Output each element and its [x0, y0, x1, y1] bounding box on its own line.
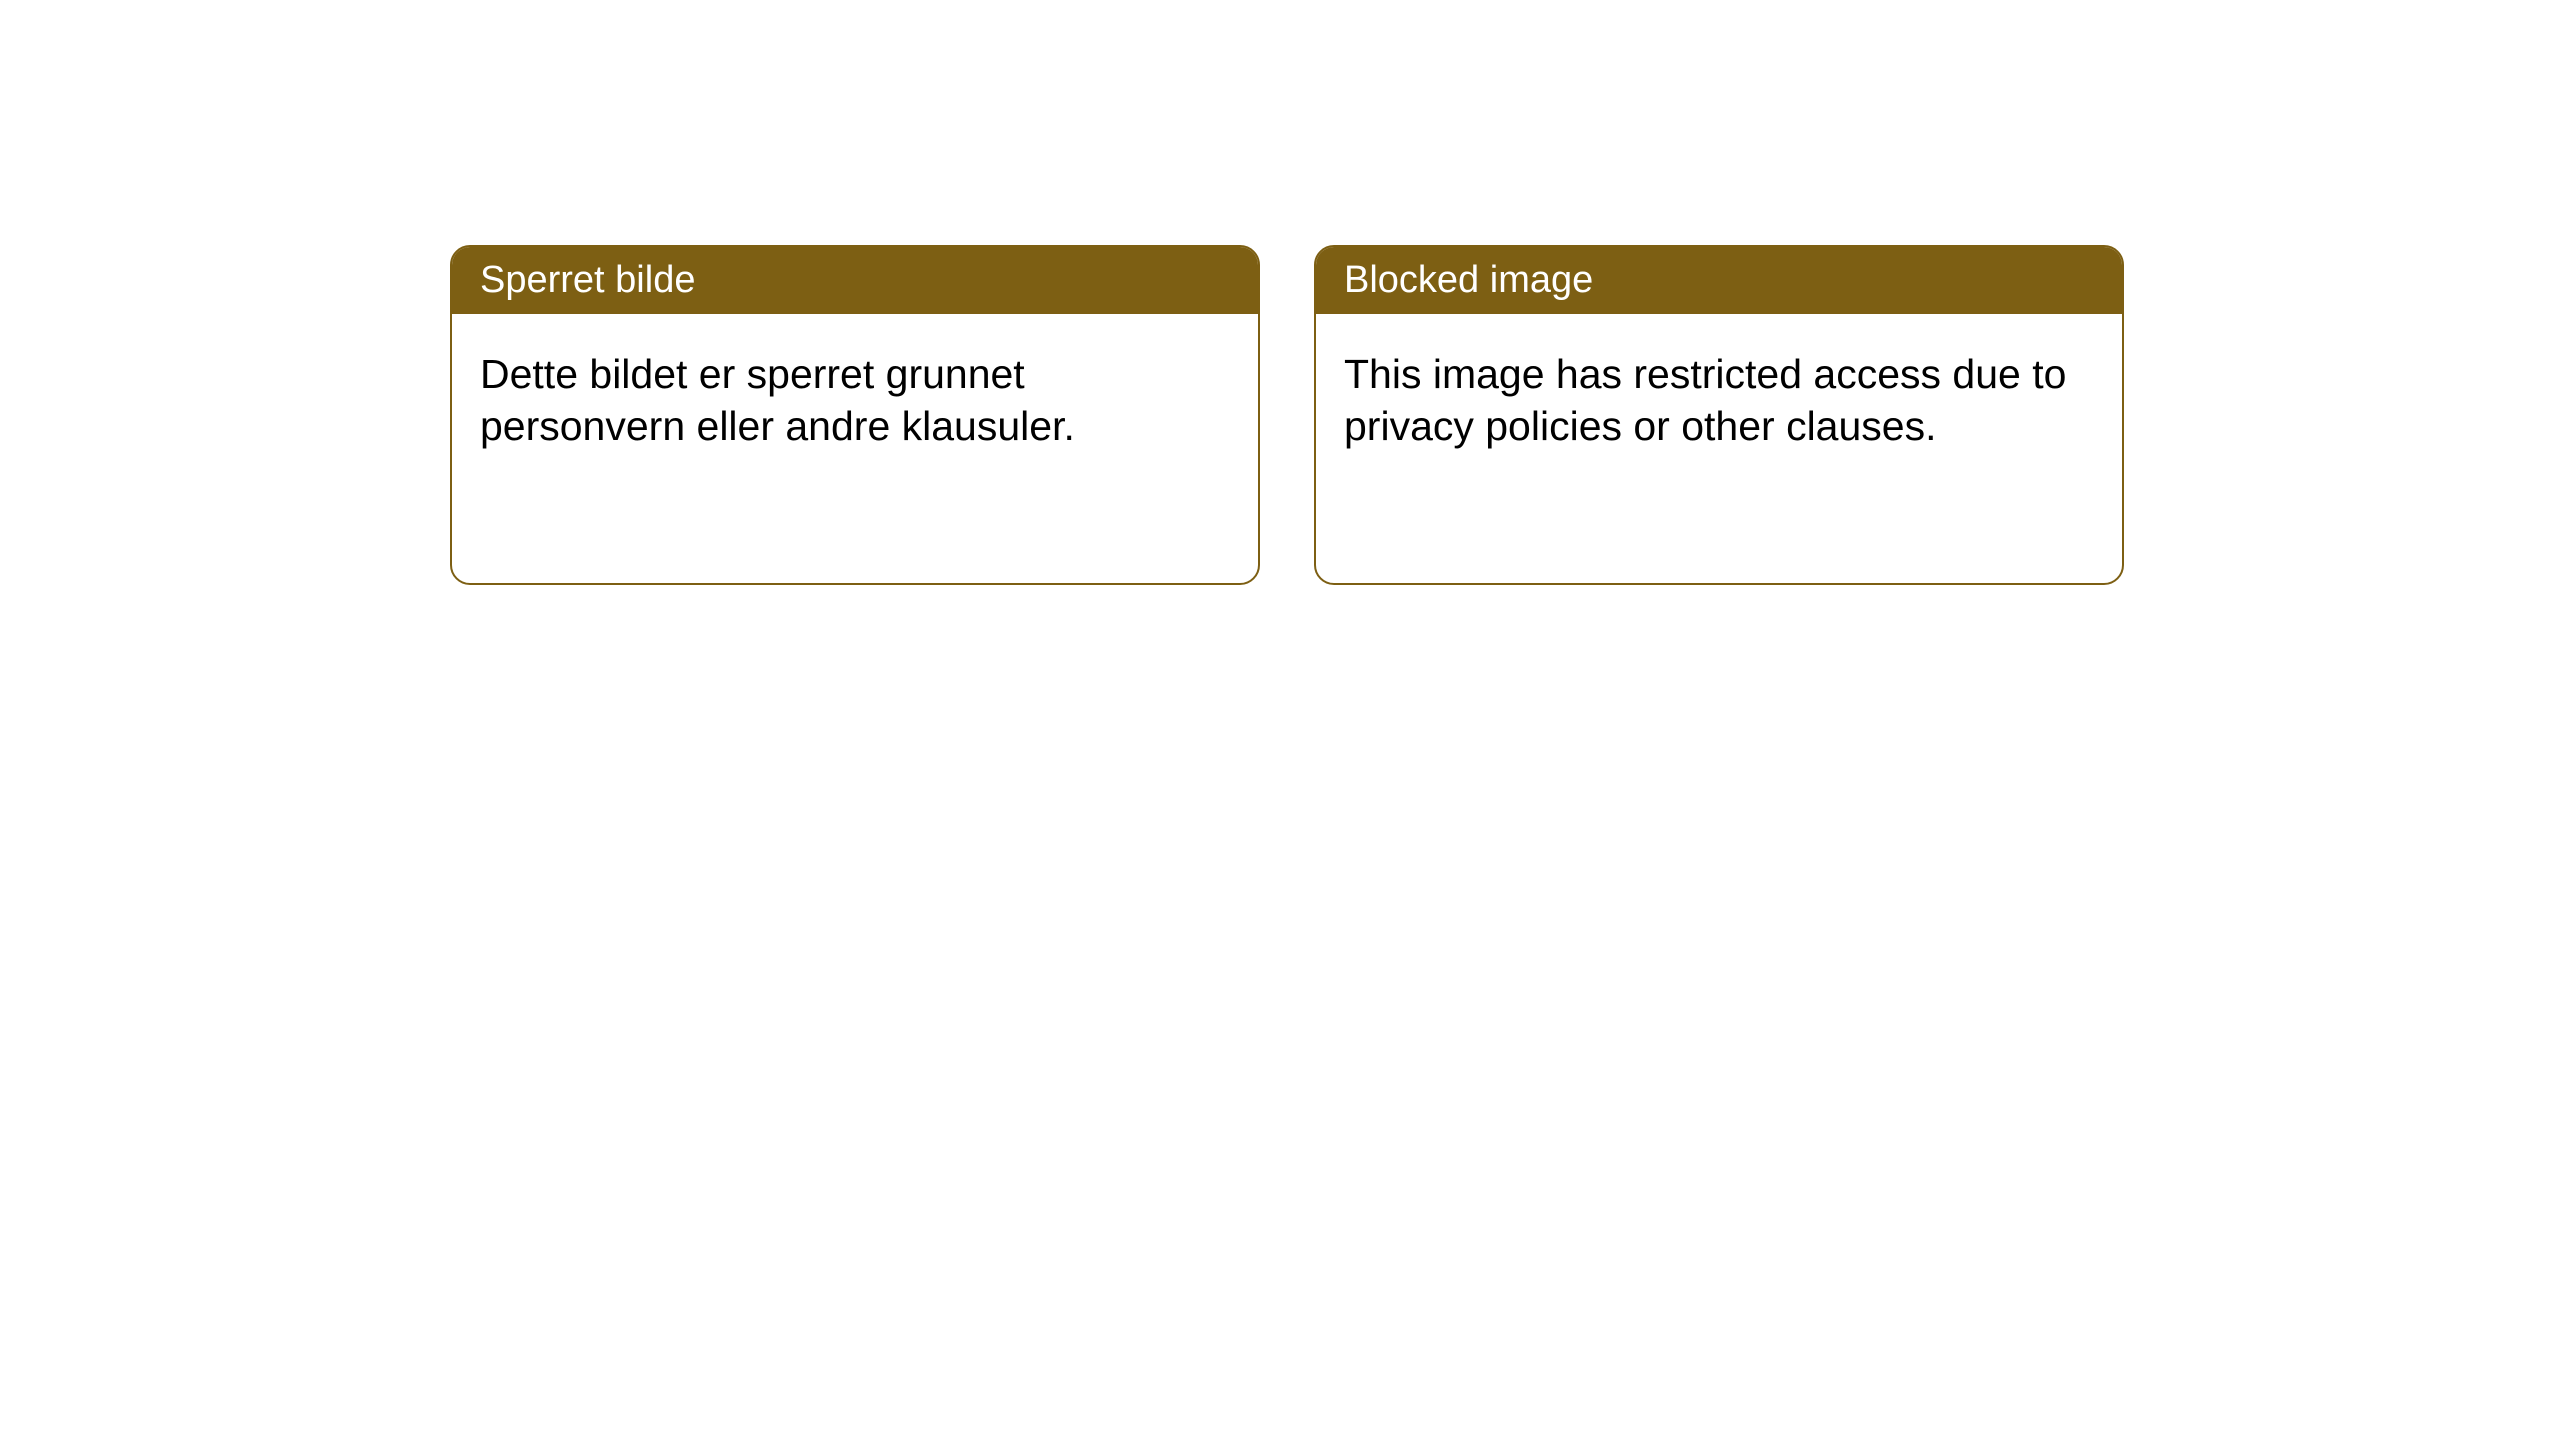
notice-card-english: Blocked image This image has restricted … — [1314, 245, 2124, 585]
notice-body-english: This image has restricted access due to … — [1316, 314, 2122, 487]
notice-title-norwegian: Sperret bilde — [452, 247, 1258, 314]
notice-body-norwegian: Dette bildet er sperret grunnet personve… — [452, 314, 1258, 487]
notice-container: Sperret bilde Dette bildet er sperret gr… — [0, 0, 2560, 585]
notice-title-english: Blocked image — [1316, 247, 2122, 314]
notice-card-norwegian: Sperret bilde Dette bildet er sperret gr… — [450, 245, 1260, 585]
